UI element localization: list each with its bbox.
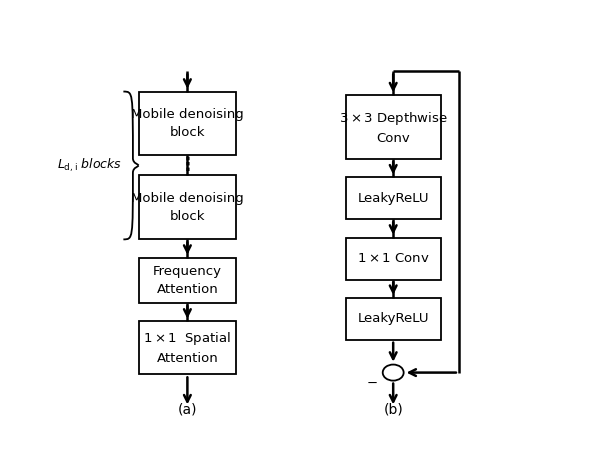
FancyBboxPatch shape	[139, 258, 236, 303]
Text: $1\times1$  Spatial
Attention: $1\times1$ Spatial Attention	[144, 330, 231, 365]
Text: Mobile denoising
block: Mobile denoising block	[131, 192, 244, 223]
Text: $1\times1$ Conv: $1\times1$ Conv	[357, 252, 429, 265]
Text: Frequency
Attention: Frequency Attention	[153, 265, 222, 296]
FancyBboxPatch shape	[346, 95, 441, 159]
Text: LeakyReLU: LeakyReLU	[357, 192, 429, 205]
Text: LeakyReLU: LeakyReLU	[357, 312, 429, 325]
FancyBboxPatch shape	[346, 237, 441, 280]
Text: ⋮: ⋮	[179, 156, 196, 174]
FancyBboxPatch shape	[346, 177, 441, 219]
Text: $L_{\mathrm{d,i}}$ blocks: $L_{\mathrm{d,i}}$ blocks	[57, 157, 122, 174]
Text: (b): (b)	[383, 402, 403, 416]
Text: (a): (a)	[177, 402, 197, 416]
FancyBboxPatch shape	[139, 91, 236, 155]
Text: $3\times3$ Depthwise
Conv: $3\times3$ Depthwise Conv	[339, 109, 448, 145]
FancyBboxPatch shape	[139, 321, 236, 374]
Text: $-$: $-$	[367, 376, 378, 389]
Text: Mobile denoising
block: Mobile denoising block	[131, 108, 244, 139]
FancyBboxPatch shape	[346, 298, 441, 340]
FancyBboxPatch shape	[139, 175, 236, 239]
Circle shape	[383, 365, 403, 381]
